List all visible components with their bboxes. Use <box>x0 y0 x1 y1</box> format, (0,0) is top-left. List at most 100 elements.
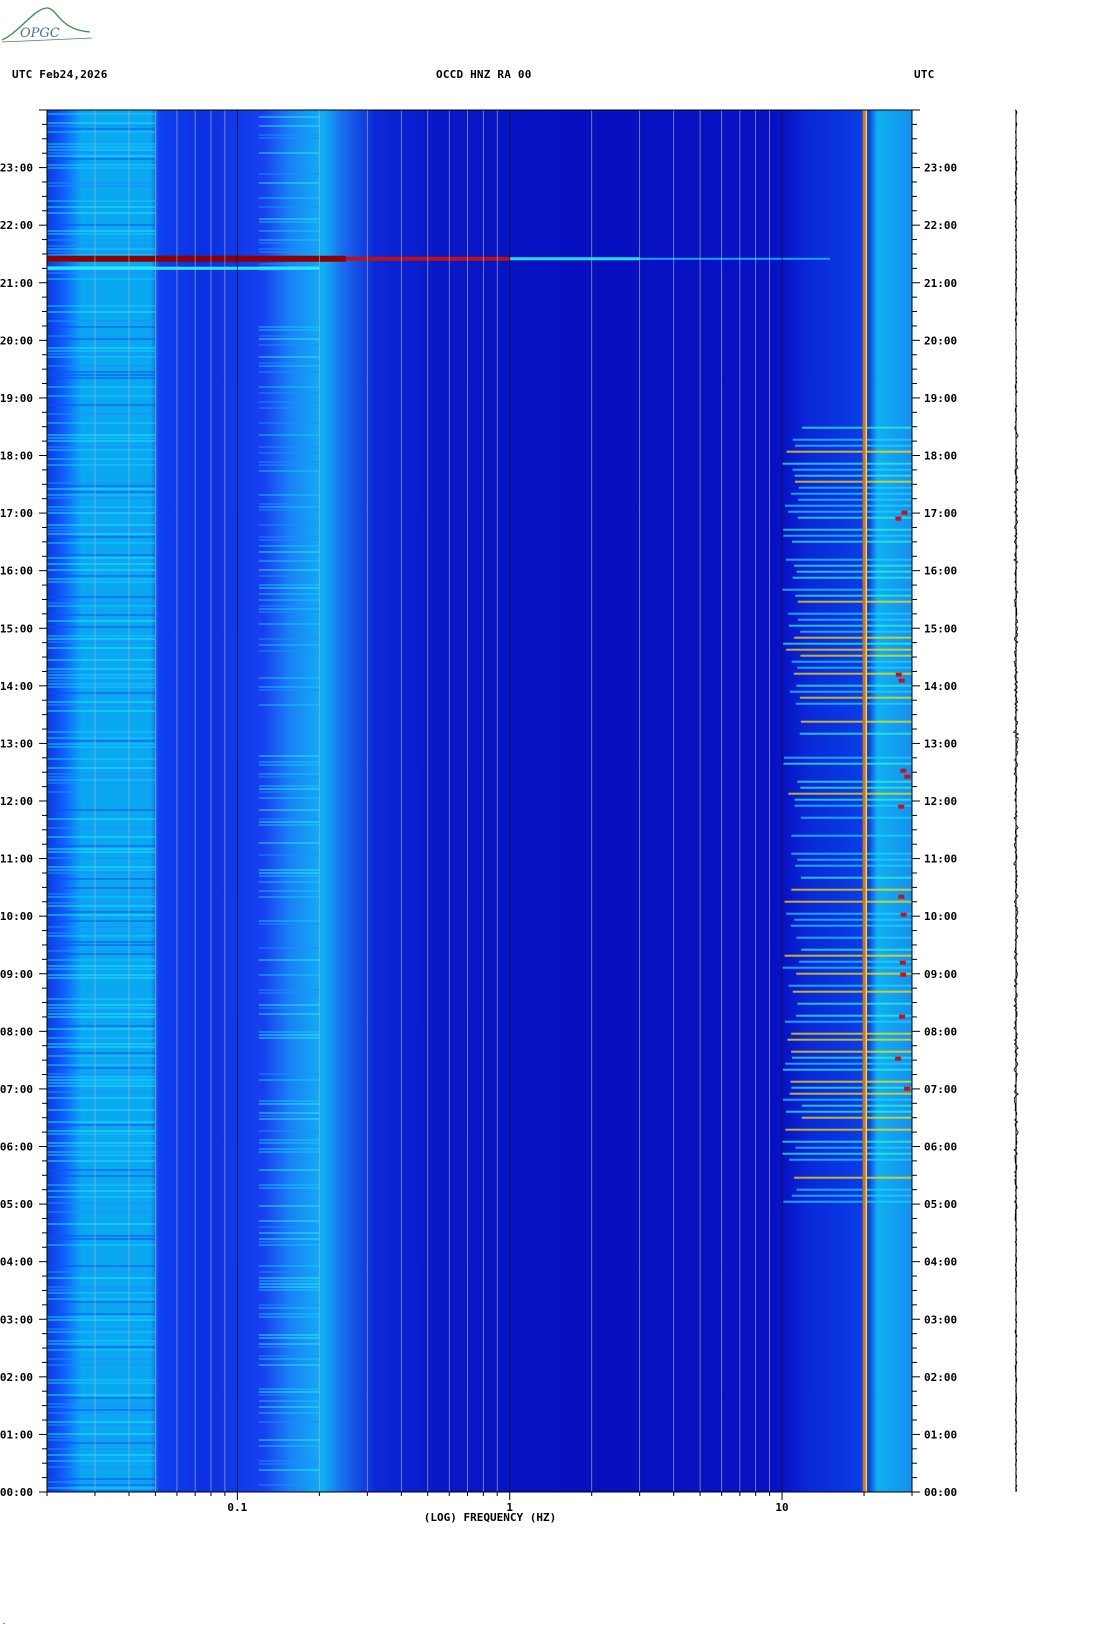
y-tick-label-right: 21:00 <box>924 277 957 290</box>
noise-streak <box>47 791 156 793</box>
event-core <box>47 255 346 262</box>
noise-streak <box>47 1007 156 1009</box>
noise-streak <box>47 1271 156 1273</box>
hf-noise-streak <box>796 972 912 975</box>
noise-streak <box>258 248 320 250</box>
hf-hotspot <box>898 894 905 899</box>
hf-noise-streak <box>800 720 912 723</box>
noise-streak <box>47 1151 156 1153</box>
y-tick-label-right: 07:00 <box>924 1083 957 1096</box>
noise-streak <box>258 221 320 223</box>
noise-streak <box>47 1160 156 1162</box>
hf-hotspot <box>904 774 911 779</box>
y-tick-label-right: 14:00 <box>924 680 957 693</box>
hf-noise-streak <box>786 648 912 651</box>
y-tick-label-right: 09:00 <box>924 968 957 981</box>
noise-streak <box>47 767 156 769</box>
noise-streak <box>47 1292 156 1294</box>
noise-streak <box>258 677 320 679</box>
hf-noise-streak <box>785 1020 912 1023</box>
hf-hotspot <box>895 672 902 677</box>
noise-streak <box>47 1382 156 1384</box>
noise-streak <box>47 914 156 916</box>
hf-noise-streak <box>782 1068 912 1071</box>
hf-noise-streak <box>790 924 912 927</box>
noise-streak <box>47 536 156 538</box>
noise-streak <box>47 1301 156 1303</box>
hf-noise-streak <box>782 462 912 465</box>
noise-streak <box>258 686 320 688</box>
noise-streak <box>47 1016 156 1018</box>
noise-streak <box>47 374 156 376</box>
hf-hotspot <box>898 678 905 683</box>
noise-streak <box>258 575 320 577</box>
noise-streak <box>258 605 320 607</box>
noise-streak <box>47 848 156 850</box>
noise-streak <box>47 386 156 388</box>
noise-streak <box>47 818 156 820</box>
noise-streak <box>258 1115 320 1117</box>
noise-streak <box>258 242 320 244</box>
noise-streak <box>47 620 156 622</box>
noise-streak <box>47 1358 156 1360</box>
noise-streak <box>258 761 320 763</box>
noise-streak <box>258 824 320 826</box>
hf-hotspot <box>900 972 907 977</box>
noise-streak <box>258 344 320 346</box>
noise-streak <box>258 1460 320 1462</box>
noise-streak <box>258 338 320 340</box>
hf-noise-streak <box>788 624 912 627</box>
noise-streak <box>47 692 156 694</box>
hf-noise-streak <box>786 1110 912 1113</box>
noise-streak <box>258 1238 320 1240</box>
hf-noise-streak <box>801 948 912 951</box>
noise-streak <box>47 1313 156 1315</box>
noise-streak <box>258 788 320 790</box>
noise-streak <box>47 626 156 628</box>
seismic-trace-line <box>1012 109 1020 1493</box>
logo-text: OPGC <box>20 26 60 41</box>
y-tick-label-left: 09:00 <box>0 968 33 981</box>
noise-streak <box>47 1436 156 1438</box>
noise-streak <box>258 365 320 367</box>
noise-streak <box>47 1346 156 1348</box>
noise-streak <box>258 1364 320 1366</box>
hf-noise-streak <box>798 498 912 501</box>
noise-streak <box>47 1025 156 1027</box>
noise-streak <box>47 1223 156 1225</box>
noise-streak <box>47 827 156 829</box>
noise-streak <box>47 506 156 508</box>
y-tick-label-left: 13:00 <box>0 737 33 750</box>
noise-streak <box>47 701 156 703</box>
noise-streak <box>258 704 320 706</box>
noise-streak <box>47 1298 156 1300</box>
hf-noise-streak <box>791 1086 912 1089</box>
noise-streak <box>47 686 156 688</box>
noise-streak <box>47 353 156 355</box>
hf-noise-streak <box>797 858 912 861</box>
noise-streak <box>47 347 156 349</box>
noise-streak <box>258 854 320 856</box>
noise-streak <box>258 569 320 571</box>
noise-streak <box>47 1403 156 1405</box>
noise-streak <box>47 533 156 535</box>
noise-streak <box>47 1175 156 1177</box>
y-tick-label-left: 10:00 <box>0 910 33 923</box>
noise-streak <box>258 230 320 232</box>
noise-streak <box>47 1235 156 1237</box>
noise-streak <box>47 350 156 352</box>
noise-streak <box>47 1202 156 1204</box>
noise-streak <box>258 1394 320 1396</box>
y-tick-label-left: 11:00 <box>0 853 33 866</box>
noise-streak <box>47 671 156 673</box>
noise-streak <box>47 440 156 442</box>
noise-streak <box>258 335 320 337</box>
noise-streak <box>47 1484 156 1486</box>
noise-streak <box>47 965 156 967</box>
noise-streak <box>47 1052 156 1054</box>
noise-streak <box>47 491 156 493</box>
noise-streak <box>47 779 156 781</box>
noise-streak <box>258 470 320 472</box>
noise-streak <box>258 434 320 436</box>
noise-streak <box>47 1145 156 1147</box>
